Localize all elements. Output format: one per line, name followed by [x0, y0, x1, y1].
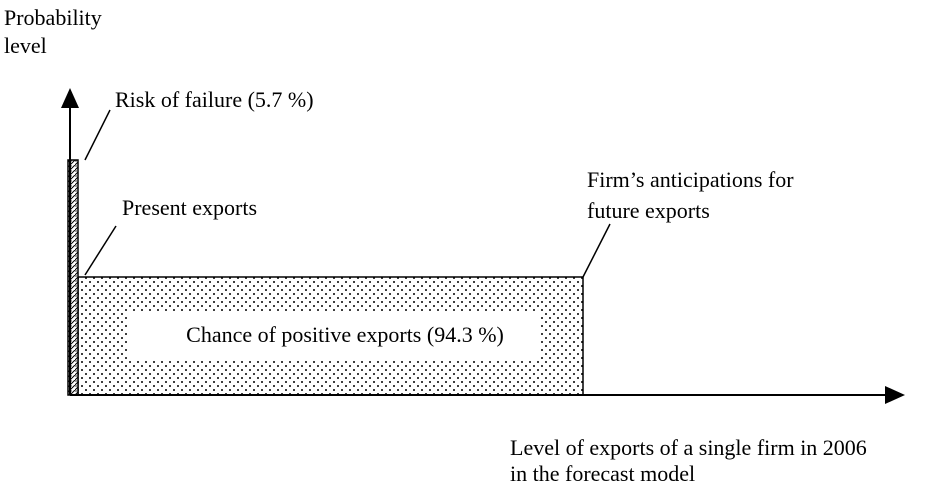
- anticipation-label: Firm’s anticipations for: [587, 167, 794, 192]
- y-axis-label: level: [4, 33, 47, 58]
- present-leader: [84, 225, 117, 276]
- present-label: Present exports: [122, 195, 257, 220]
- anticipation-leader: [582, 223, 611, 278]
- x-axis-label: Level of exports of a single firm in 200…: [510, 435, 867, 460]
- label-box: [128, 311, 540, 359]
- chance-label: Chance of positive exports (94.3 %): [186, 322, 504, 347]
- y-axis-label: Probability: [4, 5, 102, 30]
- x-axis-arrow: [885, 386, 905, 404]
- risk-label: Risk of failure (5.7 %): [115, 87, 314, 112]
- risk-leader: [84, 109, 111, 161]
- anticipation-label: future exports: [587, 198, 710, 223]
- x-axis-label: in the forecast model: [510, 461, 695, 486]
- y-axis-arrow: [61, 88, 79, 108]
